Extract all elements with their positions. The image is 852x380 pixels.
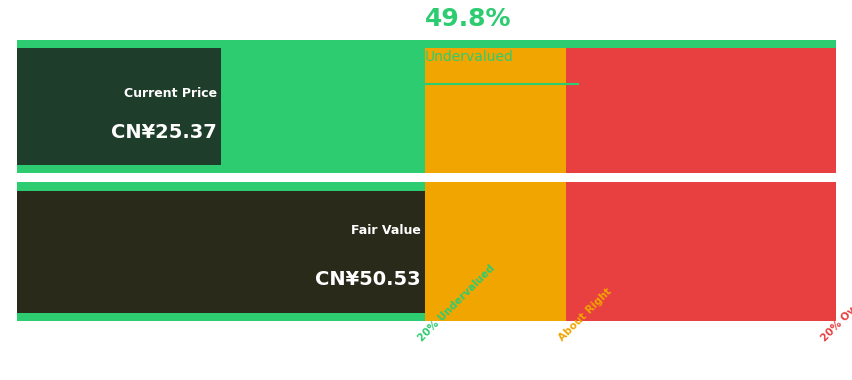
Bar: [17, 40, 835, 48]
Text: 49.8%: 49.8%: [424, 7, 510, 31]
Bar: [17, 48, 221, 165]
Bar: [565, 40, 835, 173]
Bar: [17, 182, 424, 191]
Bar: [17, 182, 424, 321]
Text: CN¥50.53: CN¥50.53: [314, 270, 420, 289]
Bar: [424, 40, 565, 173]
Text: CN¥25.37: CN¥25.37: [111, 124, 216, 142]
Bar: [17, 165, 424, 173]
Bar: [17, 313, 424, 321]
Bar: [565, 182, 835, 321]
Text: Current Price: Current Price: [124, 87, 216, 100]
Bar: [17, 40, 424, 48]
Text: Undervalued: Undervalued: [424, 50, 513, 64]
Bar: [17, 191, 424, 313]
Text: About Right: About Right: [556, 287, 613, 344]
Bar: [17, 40, 424, 173]
Text: 20% Overvalued: 20% Overvalued: [818, 269, 852, 344]
Bar: [424, 182, 565, 321]
Text: Fair Value: Fair Value: [350, 225, 420, 238]
Text: 20% Undervalued: 20% Undervalued: [416, 263, 496, 344]
